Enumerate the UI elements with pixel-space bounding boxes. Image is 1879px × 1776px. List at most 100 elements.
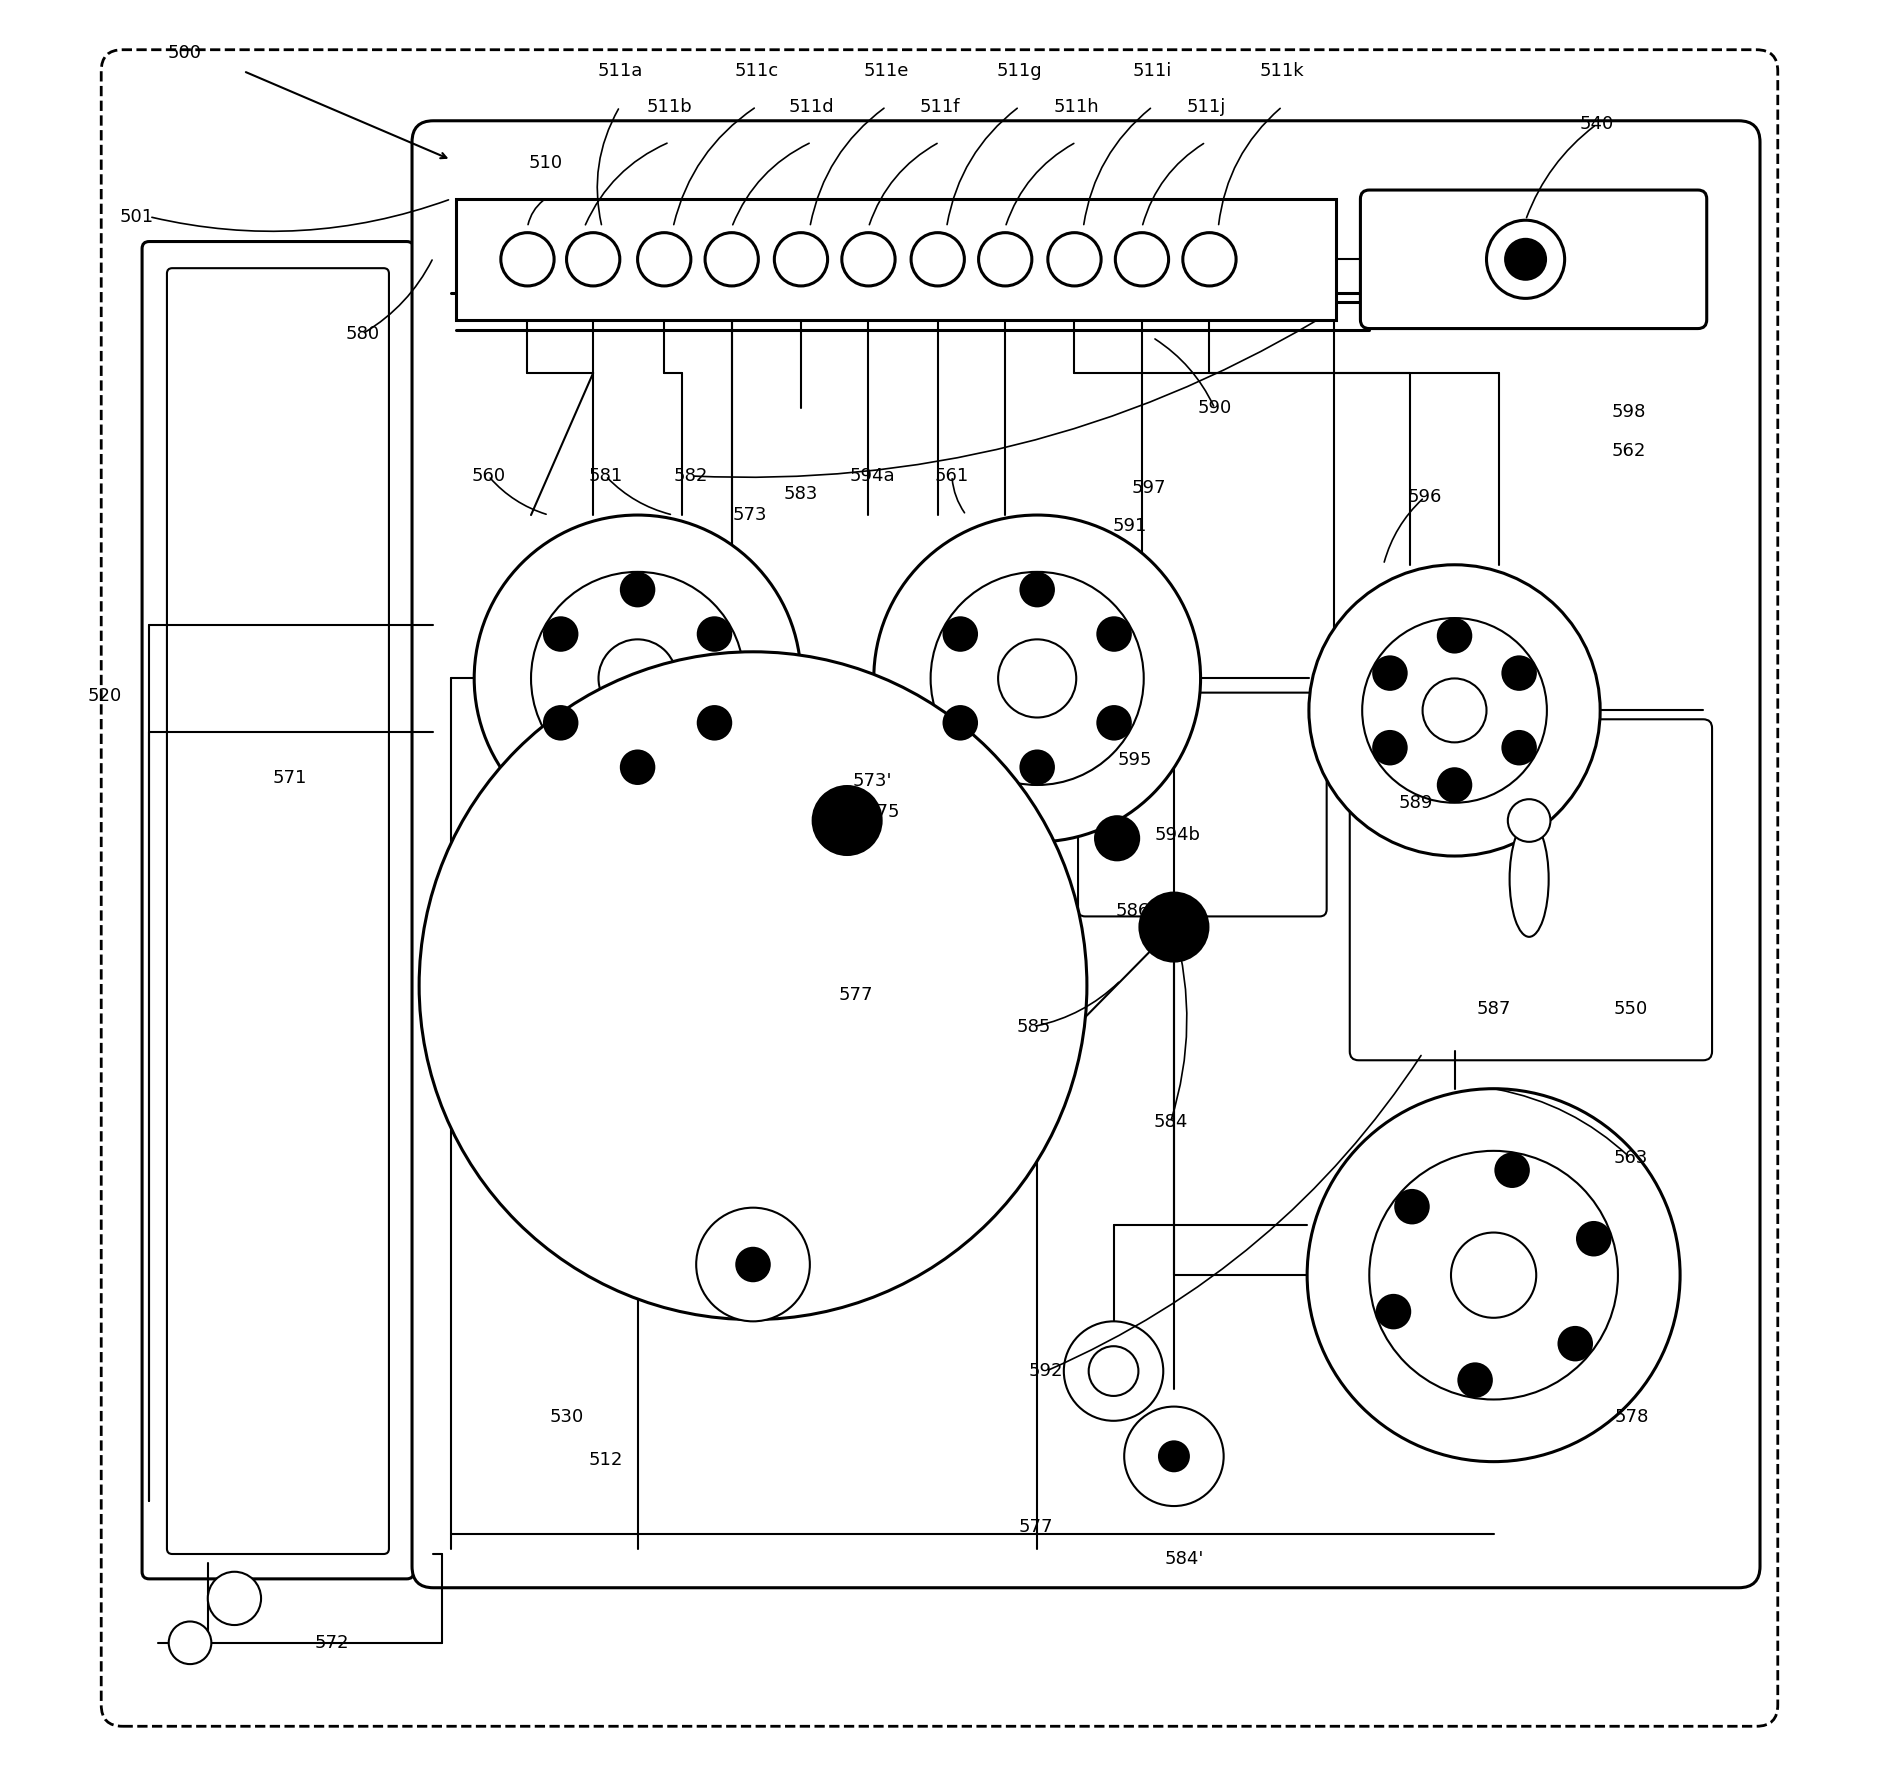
Text: 511f: 511f bbox=[919, 98, 960, 115]
Circle shape bbox=[998, 639, 1077, 718]
Text: 585: 585 bbox=[1017, 1018, 1050, 1035]
Circle shape bbox=[774, 233, 827, 286]
Circle shape bbox=[1394, 1188, 1430, 1224]
Text: 572: 572 bbox=[316, 1634, 349, 1652]
Circle shape bbox=[502, 233, 554, 286]
Circle shape bbox=[735, 1247, 770, 1282]
Text: 589: 589 bbox=[1398, 794, 1432, 812]
Circle shape bbox=[1020, 749, 1054, 785]
Text: 581: 581 bbox=[588, 467, 622, 485]
Text: 578: 578 bbox=[1614, 1408, 1650, 1426]
Text: 584': 584' bbox=[1165, 1550, 1204, 1568]
Text: 510: 510 bbox=[528, 155, 562, 172]
Circle shape bbox=[1095, 705, 1131, 741]
Circle shape bbox=[930, 572, 1144, 785]
Text: 550: 550 bbox=[1614, 1000, 1648, 1018]
Text: 575: 575 bbox=[866, 803, 900, 821]
Text: 587: 587 bbox=[1477, 1000, 1511, 1018]
Bar bbox=[457, 199, 1336, 320]
Text: 563: 563 bbox=[1614, 1149, 1648, 1167]
Circle shape bbox=[1576, 1220, 1612, 1256]
Text: 594b: 594b bbox=[1154, 826, 1201, 844]
Text: 590: 590 bbox=[1197, 400, 1233, 417]
Text: 595: 595 bbox=[1118, 751, 1152, 769]
Text: 511c: 511c bbox=[735, 62, 778, 80]
Circle shape bbox=[1157, 1440, 1189, 1472]
Text: 511d: 511d bbox=[789, 98, 834, 115]
Circle shape bbox=[1362, 618, 1546, 803]
FancyBboxPatch shape bbox=[167, 268, 389, 1554]
Text: 511h: 511h bbox=[1054, 98, 1099, 115]
Text: 583: 583 bbox=[784, 485, 817, 503]
Circle shape bbox=[874, 515, 1201, 842]
Circle shape bbox=[1486, 220, 1565, 298]
Text: 586: 586 bbox=[1116, 902, 1150, 920]
Circle shape bbox=[543, 705, 579, 741]
Text: 577: 577 bbox=[1018, 1518, 1052, 1536]
Circle shape bbox=[1088, 1346, 1139, 1396]
Text: 540: 540 bbox=[1580, 115, 1614, 133]
FancyBboxPatch shape bbox=[1349, 719, 1712, 1060]
FancyBboxPatch shape bbox=[101, 50, 1778, 1726]
Text: 511e: 511e bbox=[864, 62, 909, 80]
Circle shape bbox=[169, 1621, 210, 1664]
Text: 597: 597 bbox=[1131, 480, 1167, 497]
FancyBboxPatch shape bbox=[1079, 693, 1327, 916]
Circle shape bbox=[1116, 233, 1169, 286]
Circle shape bbox=[1375, 1295, 1411, 1330]
Circle shape bbox=[1124, 1407, 1223, 1506]
Ellipse shape bbox=[1509, 821, 1548, 938]
Circle shape bbox=[1370, 1151, 1618, 1399]
Circle shape bbox=[697, 1208, 810, 1321]
Text: 591: 591 bbox=[1112, 517, 1146, 535]
Text: 584: 584 bbox=[1154, 1114, 1188, 1131]
Circle shape bbox=[620, 572, 656, 607]
Circle shape bbox=[1422, 678, 1486, 742]
Text: 571: 571 bbox=[272, 769, 306, 787]
Text: 520: 520 bbox=[88, 687, 122, 705]
Circle shape bbox=[697, 705, 733, 741]
Circle shape bbox=[943, 705, 979, 741]
Circle shape bbox=[620, 749, 656, 785]
Circle shape bbox=[1182, 233, 1236, 286]
Text: 592: 592 bbox=[1030, 1362, 1064, 1380]
Text: 511j: 511j bbox=[1186, 98, 1225, 115]
Circle shape bbox=[1372, 730, 1407, 765]
Circle shape bbox=[1048, 233, 1101, 286]
Circle shape bbox=[1458, 1362, 1494, 1398]
Text: 573: 573 bbox=[733, 506, 767, 524]
Text: 511g: 511g bbox=[996, 62, 1043, 80]
Text: 580: 580 bbox=[346, 325, 380, 343]
Circle shape bbox=[209, 1572, 261, 1625]
Text: 573': 573' bbox=[853, 773, 893, 790]
Circle shape bbox=[1437, 767, 1473, 803]
Circle shape bbox=[1501, 655, 1537, 691]
Circle shape bbox=[1020, 572, 1054, 607]
Circle shape bbox=[1064, 1321, 1163, 1421]
FancyBboxPatch shape bbox=[1360, 190, 1706, 329]
Circle shape bbox=[567, 233, 620, 286]
Text: 596: 596 bbox=[1407, 488, 1441, 506]
Circle shape bbox=[1494, 1153, 1530, 1188]
Circle shape bbox=[1437, 618, 1473, 654]
Circle shape bbox=[532, 572, 744, 785]
Circle shape bbox=[1372, 655, 1407, 691]
Text: 582: 582 bbox=[675, 467, 708, 485]
Circle shape bbox=[1139, 892, 1210, 963]
Circle shape bbox=[697, 616, 733, 652]
Circle shape bbox=[419, 652, 1086, 1320]
Circle shape bbox=[1095, 616, 1131, 652]
Circle shape bbox=[943, 616, 979, 652]
Text: 511a: 511a bbox=[598, 62, 643, 80]
Text: 577: 577 bbox=[838, 986, 874, 1003]
Circle shape bbox=[637, 233, 691, 286]
Circle shape bbox=[474, 515, 800, 842]
Circle shape bbox=[599, 639, 676, 718]
Text: 511b: 511b bbox=[646, 98, 693, 115]
Text: 594a: 594a bbox=[849, 467, 894, 485]
Circle shape bbox=[1558, 1327, 1593, 1362]
Circle shape bbox=[812, 785, 883, 856]
Text: 530: 530 bbox=[549, 1408, 584, 1426]
Text: 512: 512 bbox=[588, 1451, 622, 1469]
Text: 511i: 511i bbox=[1133, 62, 1172, 80]
